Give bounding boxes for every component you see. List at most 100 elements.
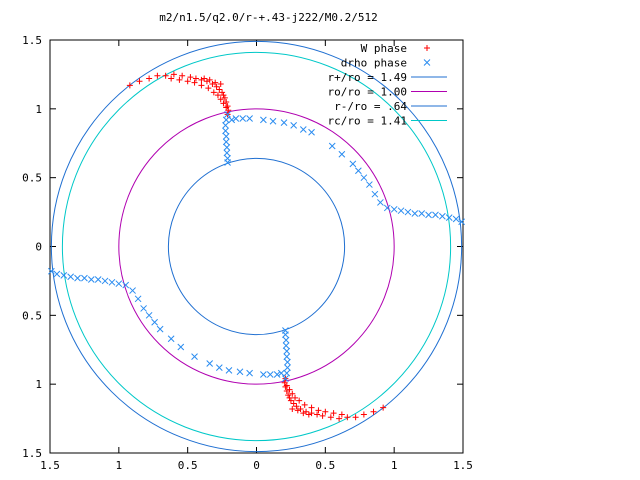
legend-label: ro/ro = 1.00 [328, 86, 407, 99]
chart-title: m2/n1.5/q2.0/r-+.43-j222/M0.2/512 [159, 11, 378, 24]
drho-phase-point [191, 353, 198, 360]
w-phase-point [209, 81, 216, 88]
y-tick-label: 1.5 [22, 447, 42, 460]
w-phase-point [168, 75, 175, 82]
drho-phase-point [452, 215, 460, 223]
w-phase-point [206, 76, 213, 83]
drho-phase-point [140, 305, 147, 312]
circle-r-1_49 [50, 40, 463, 453]
y-tick-label: 0.5 [22, 309, 42, 322]
w-phase-point [297, 405, 304, 412]
w-phase-point [283, 382, 290, 389]
x-tick-label: 1.5 [40, 459, 60, 472]
drho-phase-point [280, 119, 288, 126]
drho-phase-point [53, 270, 61, 278]
w-phase-point [314, 411, 321, 418]
drho-phase-point [425, 211, 432, 219]
w-phase-point [294, 407, 301, 414]
x-tick-label: 0.5 [178, 459, 198, 472]
drho-phase-point [115, 280, 123, 288]
drho-phase-point [228, 116, 236, 124]
w-phase-point [301, 401, 308, 408]
w-phase-point [327, 414, 334, 421]
legend-marker-cross [423, 59, 431, 66]
w-phase-point [336, 415, 343, 422]
w-phase-point [162, 72, 169, 79]
drho-phase-point [129, 287, 136, 294]
drho-phase-point [94, 276, 102, 283]
drho-phase-point [283, 353, 291, 360]
drho-phase-point [223, 144, 231, 151]
drho-phase-point [223, 149, 231, 157]
w-phase-point [220, 100, 227, 107]
drho-phase-point [246, 369, 253, 377]
drho-phase-point [246, 115, 253, 122]
drho-phase-point [177, 343, 185, 351]
drho-phase-point [282, 336, 290, 344]
drho-phase-point [122, 281, 130, 289]
w-phase-point [285, 392, 292, 399]
y-tick-label: 1 [35, 378, 42, 391]
drho-phase-point [134, 295, 142, 303]
w-phase-point [282, 383, 289, 390]
w-phase-point [217, 81, 224, 88]
w-phase-point [308, 404, 315, 411]
w-phase-point [289, 405, 296, 412]
circle-r-1 [118, 108, 395, 385]
drho-phase-point [225, 367, 233, 374]
drho-phase-point [260, 116, 267, 124]
w-phase-point [338, 411, 345, 418]
legend-label: rc/ro = 1.41 [328, 115, 407, 128]
drho-phase-point [328, 142, 336, 150]
w-phase-point [220, 92, 227, 99]
w-phase-point [315, 407, 322, 414]
w-phase-point [223, 104, 230, 111]
drho-phase-point [418, 210, 426, 217]
w-phase-point [300, 410, 307, 417]
w-phase-point [170, 71, 177, 78]
drho-phase-point [397, 207, 405, 215]
w-phase-point [214, 92, 221, 99]
drho-phase-point [445, 214, 453, 221]
w-phase-point [198, 76, 205, 83]
y-tick-label: 0.5 [22, 172, 42, 185]
drho-phase-point [81, 274, 88, 282]
w-phase-point [201, 75, 208, 82]
drho-phase-point [239, 115, 247, 122]
drho-phase-point [360, 174, 368, 182]
drho-phase-point [101, 277, 109, 285]
drho-phase-point [349, 160, 357, 168]
drho-phase-point [282, 327, 289, 334]
w-phase-point [308, 410, 315, 417]
drho-phase-point [87, 276, 95, 283]
w-phase-point [287, 397, 294, 404]
circle-r-1_41 [61, 51, 452, 442]
drho-phase-point [277, 369, 285, 377]
w-phase-point [205, 85, 212, 92]
y-tick-label: 1 [35, 103, 42, 116]
w-phase-point [154, 72, 161, 79]
w-phase-point [289, 390, 296, 397]
w-phase-point [213, 83, 220, 90]
x-tick-label: 0.5 [315, 459, 335, 472]
drho-phase-point [299, 126, 307, 133]
x-tick-label: 1 [391, 459, 398, 472]
w-phase-point [126, 82, 133, 89]
drho-phase-point [284, 358, 291, 366]
y-tick-label: 1.5 [22, 34, 42, 47]
drho-phase-point [283, 347, 291, 355]
w-phase-point [217, 96, 224, 103]
w-phase-point [370, 408, 377, 415]
drho-phase-point [366, 181, 373, 188]
w-phase-point [219, 89, 226, 96]
drho-phase-point [411, 210, 419, 217]
drho-phase-point [224, 110, 231, 118]
w-phase-point [360, 411, 367, 418]
w-phase-point [303, 408, 310, 415]
drho-phase-point [215, 364, 223, 372]
w-phase-point [283, 388, 290, 395]
drho-phase-point [206, 360, 214, 367]
drho-phase-point [273, 371, 281, 378]
legend-label: r-/ro = .64 [334, 100, 407, 113]
w-phase-point [293, 403, 300, 410]
